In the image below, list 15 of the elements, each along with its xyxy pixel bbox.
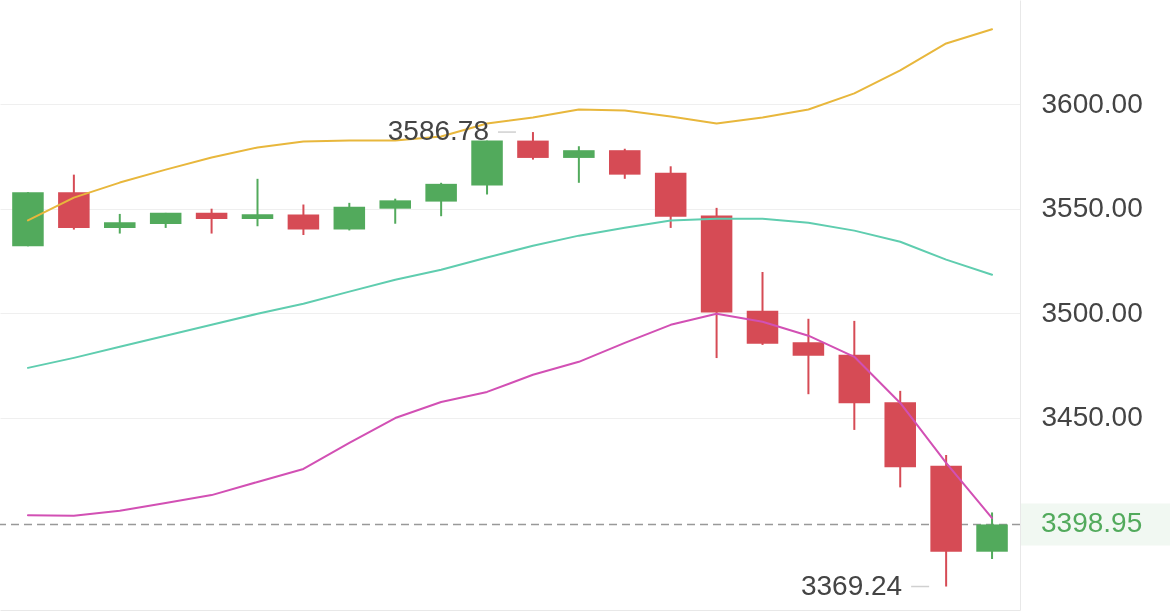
- candlestick: [792, 317, 825, 396]
- line-series: [26, 28, 994, 222]
- y-tick-label: 3500.00: [1041, 296, 1143, 328]
- candlestick: [241, 177, 274, 228]
- y-tick-label: 3600.00: [1041, 87, 1143, 119]
- y-tick-label: 3550.00: [1041, 192, 1143, 224]
- annotation: 3369.24: [800, 569, 903, 601]
- line-series: [26, 312, 994, 520]
- y-tick-label: 3450.00: [1041, 401, 1143, 433]
- line-series: [26, 217, 994, 369]
- ref-line-label: 3398.95: [1041, 507, 1143, 539]
- candlestick: [104, 212, 136, 235]
- candlestick: [195, 207, 228, 235]
- candlestick: [563, 145, 595, 184]
- candlestick: [379, 197, 411, 225]
